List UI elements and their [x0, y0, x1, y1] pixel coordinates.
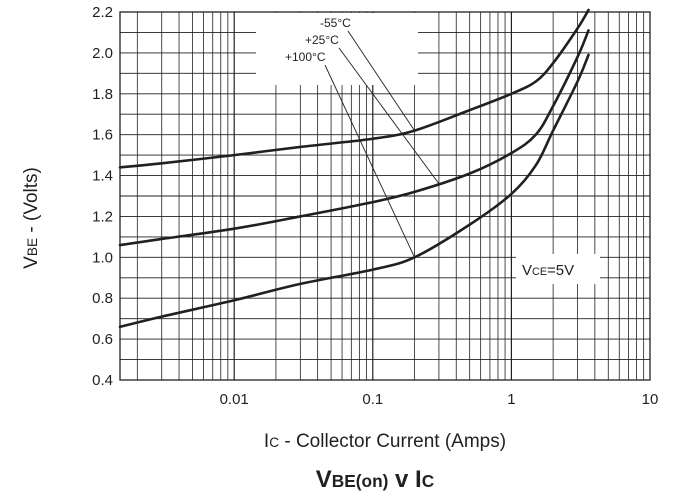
annotation-box [256, 13, 418, 85]
annotation-label: +25°C [305, 33, 339, 47]
condition-background [516, 254, 600, 284]
series-line-1 [118, 29, 590, 247]
annotation-label: +100°C [285, 50, 326, 64]
y-tick-label: 1.2 [92, 208, 113, 225]
annotation-label: -55°C [320, 16, 351, 30]
annotation-leader-line [347, 30, 415, 131]
x-tick-label: 0.01 [220, 391, 249, 408]
x-tick-label: 10 [642, 391, 659, 408]
annotation-labels: -55°C +25°C +100°C [285, 16, 351, 64]
annotation-leaders [324, 30, 440, 258]
x-tick-label: 0.1 [362, 391, 383, 408]
y-tick-label: 0.4 [92, 372, 113, 389]
condition-box [516, 254, 600, 284]
y-tick-label: 1.6 [92, 127, 113, 144]
x-tick-labels: 0.01 0.1 1 10 [220, 391, 659, 408]
y-tick-labels: 0.4 0.6 0.8 1.0 1.2 1.4 1.6 1.8 2.0 2.2 [92, 4, 113, 389]
y-tick-label: 1.4 [92, 168, 113, 185]
x-tick-label: 1 [507, 391, 515, 408]
y-tick-label: 2.2 [92, 4, 113, 21]
y-tick-label: 1.0 [92, 249, 113, 266]
series-line-0 [118, 8, 590, 169]
series-curves [118, 8, 590, 329]
plot-frame [119, 11, 651, 381]
y-tick-label: 0.6 [92, 331, 113, 348]
series-line-2 [118, 53, 590, 329]
annotation-leader-line [324, 64, 415, 258]
y-tick-label: 1.8 [92, 86, 113, 103]
annotation-leader-line [338, 47, 440, 185]
y-axis-label: VBE - (Volts) [21, 167, 42, 269]
chart-title: VBE(on) v IC [316, 466, 434, 493]
x-axis-label: IC - Collector Current (Amps) [264, 431, 506, 452]
condition-label: VCE=5V [522, 262, 574, 279]
y-tick-label: 2.0 [92, 45, 113, 62]
annotation-background [256, 13, 418, 85]
y-tick-label: 0.8 [92, 290, 113, 307]
